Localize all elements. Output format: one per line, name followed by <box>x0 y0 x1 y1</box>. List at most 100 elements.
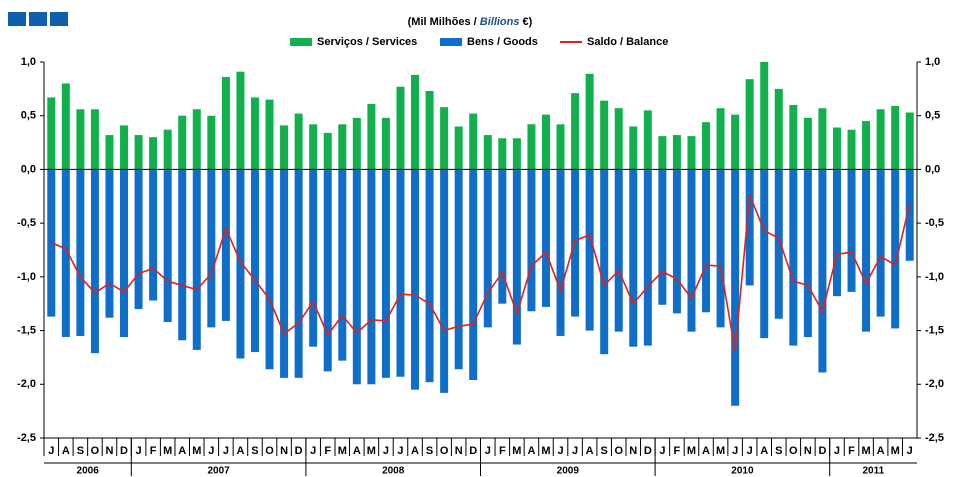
logo-block <box>50 12 68 26</box>
bar <box>643 110 652 170</box>
bar <box>454 126 463 170</box>
bar <box>541 114 550 170</box>
x-tick-label: O <box>789 445 798 457</box>
legend-label: Serviços / Services <box>317 36 417 48</box>
x-tick-label: M <box>541 445 550 457</box>
y2-tick-label: -2,0 <box>925 378 944 390</box>
bar <box>323 132 332 170</box>
bar <box>76 109 85 170</box>
year-label: 2007 <box>207 466 230 477</box>
bar <box>352 169 361 385</box>
x-tick-label: N <box>629 445 637 457</box>
y2-tick-label: -1,5 <box>925 324 944 336</box>
y2-tick-label: -2,5 <box>925 432 944 444</box>
bar <box>352 117 361 170</box>
chart-title: (Mil Milhões / Billions €) <box>408 16 533 28</box>
x-tick-label: M <box>687 445 696 457</box>
bar <box>396 169 405 377</box>
bar <box>367 103 376 170</box>
bar <box>178 169 187 341</box>
bar <box>440 107 449 170</box>
x-tick-label: O <box>614 445 623 457</box>
bar <box>309 124 318 170</box>
bar <box>862 169 871 332</box>
x-tick-label: A <box>760 445 768 457</box>
y-tick-label: 1,0 <box>21 56 36 68</box>
x-tick-label: J <box>907 445 913 457</box>
bar <box>847 169 856 292</box>
x-tick-label: J <box>397 445 403 457</box>
bar <box>149 137 158 170</box>
bar <box>47 97 56 170</box>
x-tick-label: A <box>527 445 535 457</box>
x-tick-label: A <box>353 445 361 457</box>
y-tick-label: -1,5 <box>17 324 36 336</box>
x-tick-label: N <box>105 445 113 457</box>
bar <box>236 169 245 359</box>
y2-tick-label: 1,0 <box>925 56 940 68</box>
bar <box>512 169 521 345</box>
bar <box>105 135 114 170</box>
x-tick-label: O <box>91 445 100 457</box>
bar <box>163 169 172 322</box>
bar <box>483 135 492 170</box>
bar <box>818 108 827 170</box>
bar <box>134 135 143 170</box>
bar <box>250 97 259 170</box>
bar <box>687 169 696 332</box>
bar <box>207 115 216 170</box>
x-tick-label: J <box>383 445 389 457</box>
bar <box>876 169 885 317</box>
x-tick-label: S <box>426 445 433 457</box>
x-tick-label: O <box>440 445 449 457</box>
y2-tick-label: -0,5 <box>925 217 944 229</box>
x-tick-label: D <box>644 445 652 457</box>
x-tick-label: D <box>818 445 826 457</box>
bar <box>90 169 99 354</box>
bar <box>585 73 594 170</box>
x-tick-label: J <box>659 445 665 457</box>
title-part: Billions <box>480 16 520 28</box>
x-tick-label: J <box>223 445 229 457</box>
x-tick-label: N <box>280 445 288 457</box>
year-label: 2006 <box>77 466 100 477</box>
x-tick-label: A <box>178 445 186 457</box>
bar <box>658 169 667 305</box>
y-tick-label: 0,0 <box>21 163 36 175</box>
x-tick-label: A <box>236 445 244 457</box>
bar <box>629 169 638 347</box>
x-tick-label: S <box>775 445 782 457</box>
bar <box>672 135 681 170</box>
x-tick-label: J <box>557 445 563 457</box>
bar <box>789 169 798 346</box>
balance-line <box>50 194 911 352</box>
year-label: 2010 <box>731 466 754 477</box>
bar <box>614 169 623 332</box>
bar <box>381 169 390 378</box>
bar <box>323 169 332 372</box>
x-tick-label: D <box>120 445 128 457</box>
bar <box>818 169 827 373</box>
bar <box>803 117 812 170</box>
bar <box>745 169 754 286</box>
bar <box>702 169 711 313</box>
x-tick-label: N <box>804 445 812 457</box>
bar <box>774 169 783 319</box>
bar <box>498 138 507 170</box>
y2-tick-label: 0,5 <box>925 110 940 122</box>
bar <box>862 121 871 170</box>
bar <box>469 169 478 380</box>
bar <box>891 106 900 170</box>
x-tick-label: J <box>136 445 142 457</box>
bar <box>731 169 740 406</box>
x-tick-label: A <box>62 445 70 457</box>
bar <box>61 169 70 338</box>
x-tick-label: M <box>891 445 900 457</box>
legend-swatch <box>290 38 312 46</box>
bar <box>658 136 667 170</box>
bar <box>280 125 289 170</box>
logo-block <box>29 12 47 26</box>
bar <box>294 169 303 378</box>
bar <box>425 169 434 383</box>
